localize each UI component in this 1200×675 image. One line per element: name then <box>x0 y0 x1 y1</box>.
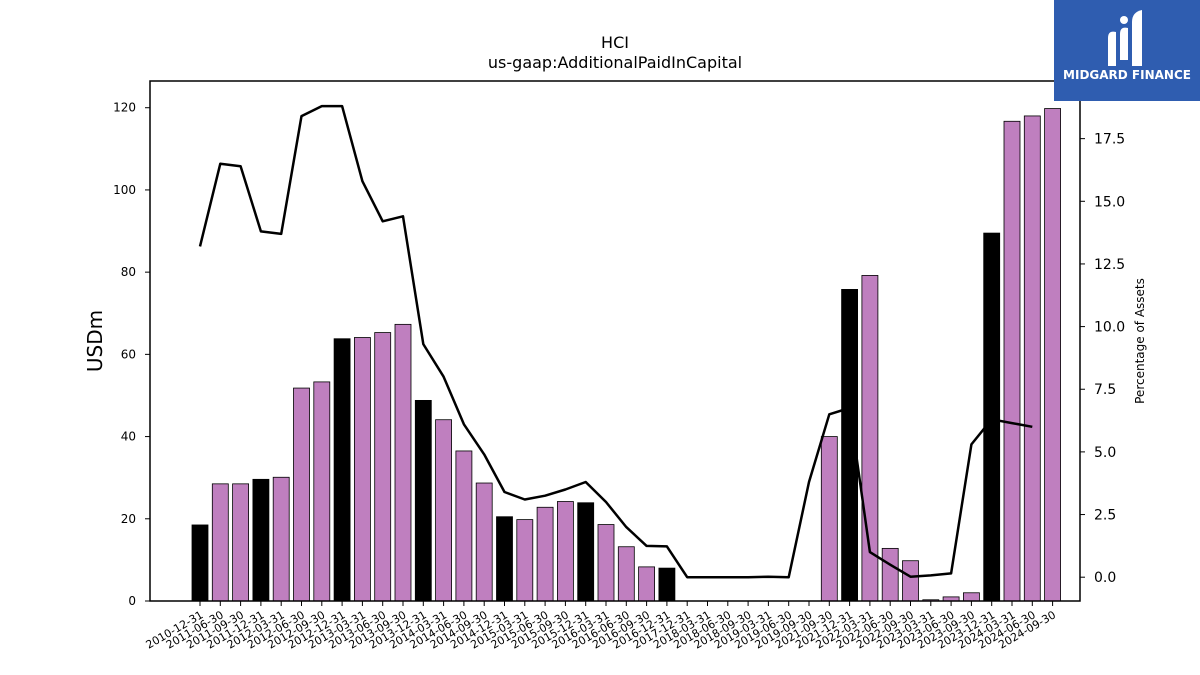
bar-2016-03-31 <box>597 524 615 602</box>
line-percentage-of-assets <box>198 104 1033 579</box>
bar-2013-03-31 <box>353 337 371 602</box>
bar-2022-09-30 <box>902 560 919 602</box>
logo-text: MIDGARD FINANCE <box>1063 68 1191 82</box>
y-tick-label: 120 <box>113 101 136 115</box>
bar-2015-09-30 <box>557 501 574 602</box>
bar-2011-06-30 <box>211 483 229 602</box>
chart-subtitle: us-gaap:AdditionalPaidInCapital <box>488 53 742 72</box>
bar-2011-12-31 <box>252 478 270 602</box>
y2-tick-label: 10.0 <box>1094 320 1125 336</box>
plot-frame <box>149 80 1081 602</box>
y2-tick-label: 0.0 <box>1094 570 1116 586</box>
y-tick-label: 60 <box>121 347 136 361</box>
bar-2022-06-30 <box>881 547 899 602</box>
bar-2023-12-31 <box>983 232 1001 602</box>
logo-mark-icon <box>1108 10 1142 67</box>
bar-2010-12-31 <box>191 524 209 602</box>
y-tick-label: 80 <box>121 265 136 279</box>
bar-2013-12-31 <box>414 399 432 602</box>
bar-2011-09-30 <box>232 483 250 602</box>
y2-tick-label: 17.5 <box>1094 132 1125 148</box>
bar-2016-06-30 <box>617 546 635 602</box>
bar-2012-12-31 <box>333 338 351 602</box>
bar-2014-03-31 <box>435 419 453 602</box>
bar-2015-03-31 <box>516 519 534 602</box>
chart-title: HCI <box>601 33 629 52</box>
bar-2012-09-30 <box>313 381 331 602</box>
y-axis-label: USDm <box>83 310 107 372</box>
bar-2015-12-31 <box>577 502 595 602</box>
bar-2012-03-31 <box>272 476 290 602</box>
y2-tick-label: 2.5 <box>1094 508 1116 524</box>
y-tick-label: 0 <box>128 594 136 608</box>
bar-2021-09-30 <box>820 436 838 602</box>
y2-tick-label: 12.5 <box>1094 257 1125 273</box>
axes: 0 20 40 60 80 100 120 0.0 2.5 5.0 7.5 10.0 12.5 15.0 1… <box>113 80 1125 652</box>
bar-2013-09-30 <box>394 323 412 602</box>
y2-axis-label: Percentage of Assets <box>1133 278 1147 404</box>
logo: MIDGARD FINANCE <box>1054 0 1200 101</box>
bar-2013-06-30 <box>374 332 392 602</box>
bar-2014-06-30 <box>455 450 473 602</box>
y-tick-label: 40 <box>121 430 136 444</box>
bar-2024-09-30 <box>1044 108 1061 602</box>
bar-2016-09-30 <box>638 566 655 602</box>
bar-2016-12-31 <box>658 567 676 602</box>
y-tick-label: 20 <box>121 512 136 526</box>
y-tick-label: 100 <box>113 183 136 197</box>
bar-series <box>191 108 1061 602</box>
line-series <box>198 104 1033 579</box>
bar-2014-12-31 <box>496 516 513 602</box>
bar-2012-06-30 <box>293 387 310 602</box>
bar-2023-09-30 <box>963 592 980 602</box>
bar-2024-03-31 <box>1003 120 1021 602</box>
bar-2014-09-30 <box>475 482 493 602</box>
y2-tick-label: 5.0 <box>1094 445 1116 461</box>
bar-2024-06-30 <box>1023 115 1041 602</box>
y2-tick-label: 7.5 <box>1094 382 1116 398</box>
y2-tick-label: 15.0 <box>1094 194 1125 210</box>
bar-2015-06-30 <box>536 506 554 602</box>
